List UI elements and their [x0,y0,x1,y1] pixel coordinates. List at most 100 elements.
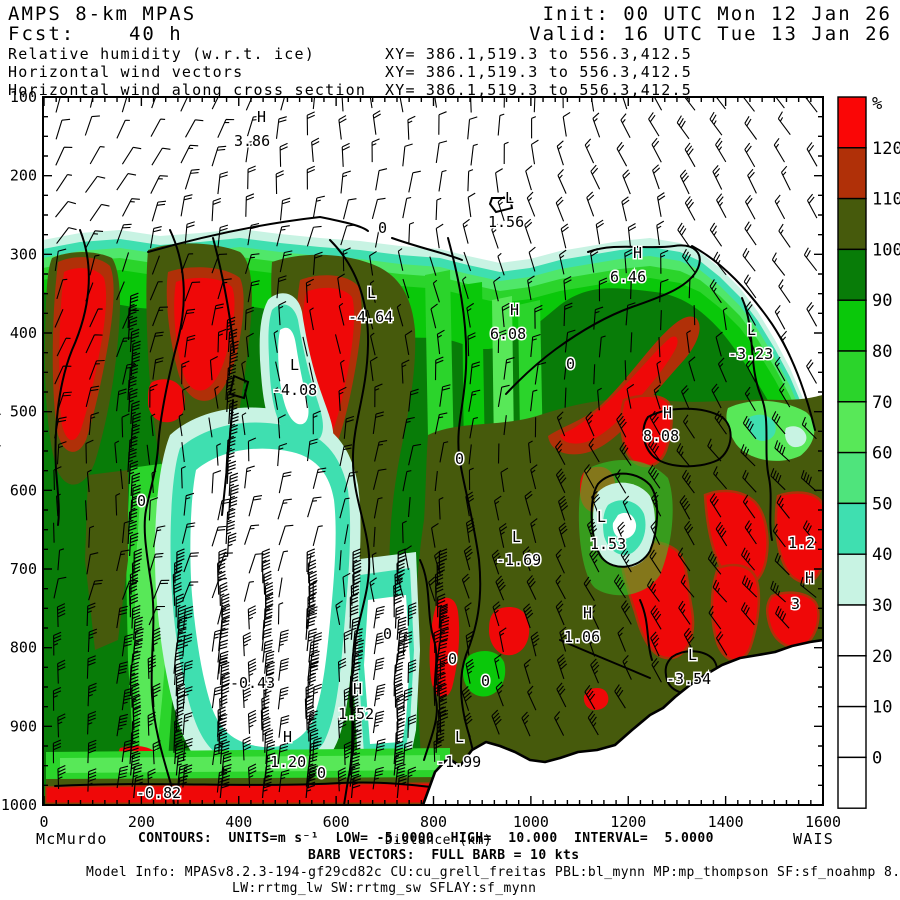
field-1-label: Relative humidity (w.r.t. ice) [8,45,315,63]
right-site-label: WAIS [793,830,834,848]
extremum-mark: H [510,301,519,319]
colorbar-tick-label: 40 [872,545,892,565]
field-2-xy: XY= 386.1,519.3 to 556.3,412.5 [385,63,692,81]
colorbar-cell [837,197,867,251]
contour-value-label: 8.08 [643,427,679,445]
contour-value-label: 0 [455,450,464,468]
colorbar-cell [837,502,867,555]
contour-value-label: 6.08 [490,325,526,343]
colorbar-cell [837,248,867,301]
contour-value-label: -1.99 [436,753,481,771]
y-tick-label: 100 [10,88,37,106]
extremum-mark: H [633,244,642,262]
colorbar-tick-label: 0 [872,748,882,768]
contour-value-label: 0 [448,650,457,668]
contour-value-label: -4.64 [348,308,393,326]
contour-value-label: 0 [566,355,575,373]
contour-value-label: -3.54 [666,670,711,688]
colorbar-cell [837,96,867,149]
contour-value-label: 1.52 [338,705,374,723]
x-tick-label: 600 [323,813,350,831]
colorbar-tick-label: 90 [872,291,892,311]
extremum-mark: H [353,680,362,698]
colorbar-tick-label: 10 [872,698,892,718]
contour-value-label: -3.23 [728,345,773,363]
model-info-line-2: LW:rrtmg_lw SW:rrtmg_sw SFLAY:sf_mynn [232,881,537,896]
colorbar-tick-label: 60 [872,444,892,464]
contour-value-label: -1.69 [496,551,541,569]
x-tick-label: 1000 [513,813,549,831]
colorbar-tick-label: 80 [872,342,892,362]
extremum-mark: H [257,108,266,126]
y-axis-label: Pressure (hPa) [0,409,3,527]
contour-info-line: CONTOURS: UNITS=m s⁻¹ LOW= -5.0000 HIGH=… [138,831,714,846]
colorbar-cell [837,655,867,708]
contour-value-label: 1.06 [564,628,600,646]
colorbar-tick-label: 100 [872,240,900,260]
extremum-mark: L [367,284,376,302]
y-tick-label: 200 [10,167,37,185]
contour-value-label: 3.86 [234,132,270,150]
colorbar-tick-label: 50 [872,494,892,514]
extremum-mark: H [663,404,672,422]
left-site-label: McMurdo [36,830,108,848]
y-tick-label: 500 [10,403,37,421]
y-tick-label: 900 [10,717,37,735]
colorbar-cell [837,553,867,606]
contour-value-label: 3 [791,595,800,613]
contour-value-label: 1.20 [270,753,306,771]
extremum-mark: H [583,604,592,622]
colorbar-cell [837,350,867,403]
extremum-mark: H [805,569,814,587]
colorbar-tick-label: 110 [872,190,900,210]
colorbar-tick-label: 30 [872,596,892,616]
extremum-mark: H [283,728,292,746]
y-tick-label: 1000 [1,796,37,814]
contour-value-label: 1.53 [590,535,626,553]
colorbar-cell [837,299,867,352]
colorbar-cell [837,604,867,657]
dry-slot-low-rh-region [154,293,420,783]
colorbar-cell [837,147,867,200]
contour-value-label: 0 [481,672,490,690]
extremum-mark: L [597,508,606,526]
y-tick-label: 700 [10,560,37,578]
x-tick-label: 0 [39,813,48,831]
contour-value-label: 1.56 [488,213,524,231]
field-3-label: Horizontal wind along cross section [8,81,367,99]
y-tick-label: 800 [10,639,37,657]
contour-value-label: 0 [383,625,392,643]
contour-value-label: -4.08 [272,381,317,399]
colorbar-tick-label: 120 [872,139,900,159]
extremum-mark: L [505,189,514,207]
contour-value-label: -0.43 [230,674,275,692]
x-tick-label: 1400 [708,813,744,831]
contour-value-label: 0 [378,219,387,237]
colorbar-tick-label: 20 [872,647,892,667]
contour-value-label: 0 [137,492,146,510]
contour-value-label: 1.2 [788,534,815,552]
colorbar-tick-label: 70 [872,393,892,413]
rh-fill-field [43,97,823,805]
wind-barb-field [52,97,818,799]
field-2-label: Horizontal wind vectors [8,63,244,81]
colorbar-cell [837,705,867,759]
contour-extrema-labels: H 3.86 L 1.56 L -4.64 L -4.08 H 6.46 H 6.08 L -3.23 H 8… [135,107,817,804]
x-tick-label: 800 [420,813,447,831]
colorbar-unit-label: % [872,94,882,114]
extremum-mark: L [455,728,464,746]
colorbar-cell [837,451,867,505]
contour-value-label: -0.82 [136,784,181,802]
valid-time: Valid: 16 UTC Tue 13 Jan 26 [529,23,892,45]
colorbar-cell [837,756,867,809]
model-title: AMPS 8-km MPAS [8,3,197,25]
x-tick-label: 1600 [805,813,841,831]
extremum-mark: L [688,646,697,664]
field-3-xy: XY= 386.1,519.3 to 556.3,412.5 [385,81,692,99]
extremum-mark: L [290,356,299,374]
x-tick-label: 400 [225,813,252,831]
barb-legend-line: BARB VECTORS: FULL BARB = 10 kts [308,848,580,863]
extremum-mark: L [512,528,521,546]
